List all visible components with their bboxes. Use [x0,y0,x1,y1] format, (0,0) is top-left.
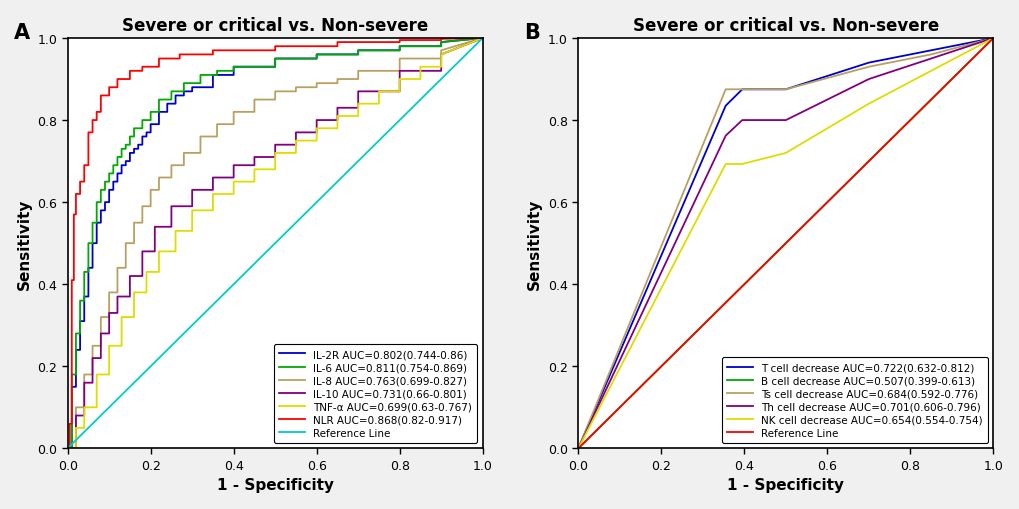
Title: Severe or critical vs. Non-severe: Severe or critical vs. Non-severe [122,17,428,35]
Title: Severe or critical vs. Non-severe: Severe or critical vs. Non-severe [632,17,938,35]
Legend: T cell decrease AUC=0.722(0.632-0.812), B cell decrease AUC=0.507(0.399-0.613), : T cell decrease AUC=0.722(0.632-0.812), … [721,357,987,443]
Text: B: B [524,22,540,43]
X-axis label: 1 - Specificity: 1 - Specificity [727,477,844,492]
Text: A: A [13,22,30,43]
Y-axis label: Sensitivity: Sensitivity [527,198,542,289]
Legend: IL-2R AUC=0.802(0.744-0.86), IL-6 AUC=0.811(0.754-0.869), IL-8 AUC=0.763(0.699-0: IL-2R AUC=0.802(0.744-0.86), IL-6 AUC=0.… [273,344,477,443]
Y-axis label: Sensitivity: Sensitivity [16,198,32,289]
X-axis label: 1 - Specificity: 1 - Specificity [216,477,333,492]
